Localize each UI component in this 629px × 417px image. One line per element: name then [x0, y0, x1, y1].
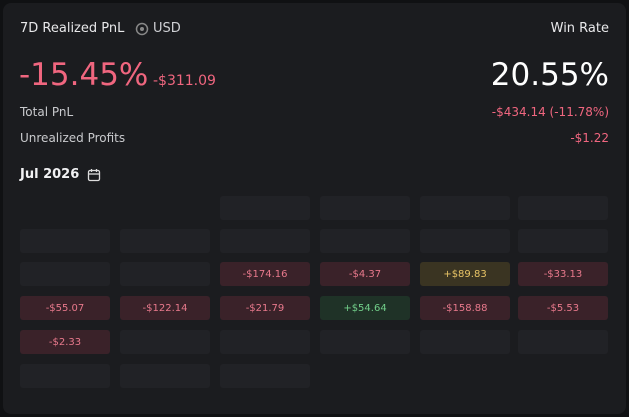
day-cell: [20, 229, 110, 253]
month-picker[interactable]: Jul 2026: [20, 167, 101, 182]
day-cell: [220, 196, 310, 220]
title: 7D Realized PnL: [20, 21, 125, 36]
day-cell: [420, 196, 510, 220]
day-cell: [518, 196, 608, 220]
row-label: Total PnL: [20, 105, 74, 119]
row-value: -$434.14 (-11.78%): [491, 105, 609, 119]
pnl-card: 7D Realized PnL USD Win Rate -15.45% -$3…: [3, 3, 626, 414]
day-cell: [320, 330, 410, 354]
day-cell: [320, 196, 410, 220]
day-cell: -$4.37: [320, 262, 410, 286]
day-cell: [220, 229, 310, 253]
day-cell: -$55.07: [20, 296, 110, 320]
day-cell: [320, 229, 410, 253]
day-cell: [20, 262, 110, 286]
day-cell: -$21.79: [220, 296, 310, 320]
day-cell: -$122.14: [120, 296, 210, 320]
day-cell: +$89.83: [420, 262, 510, 286]
day-cell: [20, 364, 110, 388]
pnl-amount: -$311.09: [153, 73, 216, 89]
day-cell: -$158.88: [420, 296, 510, 320]
row-value: -$1.22: [570, 131, 609, 145]
row-label: Unrealized Profits: [20, 131, 126, 145]
day-cell: [518, 229, 608, 253]
day-cell: [518, 330, 608, 354]
calendar-icon: [88, 168, 101, 181]
currency-toggle[interactable]: USD: [135, 21, 181, 36]
day-cell: [120, 262, 210, 286]
day-cell: [420, 330, 510, 354]
pnl-percent: -15.45%: [19, 57, 149, 93]
day-cell: [120, 229, 210, 253]
day-cell: [220, 330, 310, 354]
day-cell: +$54.64: [320, 296, 410, 320]
day-cell: -$33.13: [518, 262, 608, 286]
day-cell: -$2.33: [20, 330, 110, 354]
currency: USD: [153, 21, 181, 36]
month: Jul 2026: [20, 167, 80, 182]
day-cell: -$5.53: [518, 296, 608, 320]
day-cell: [120, 330, 210, 354]
currency-icon: [135, 22, 149, 35]
day-cell: [420, 229, 510, 253]
win-rate-label: Win Rate: [550, 21, 609, 36]
day-cell: [220, 364, 310, 388]
day-cell: [120, 364, 210, 388]
win-rate: 20.55%: [490, 57, 609, 93]
day-cell: -$174.16: [220, 262, 310, 286]
